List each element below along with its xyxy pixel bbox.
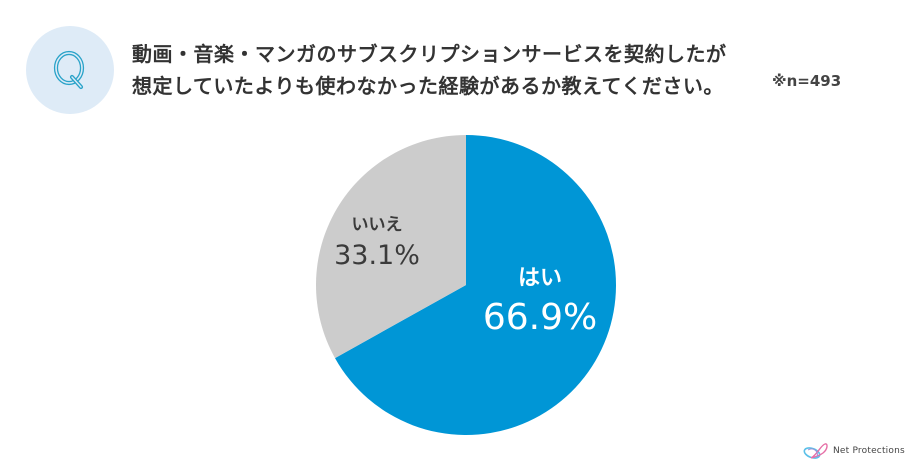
pie-slice-no [315,135,466,359]
sample-size: ※n=493 [772,72,842,90]
slice-label-no: いいえ 33.1% [322,214,432,276]
net-protections-logo-icon [803,443,828,459]
brand-logo-text: Net Protections [833,446,905,456]
slice-label-yes-percent: 66.9% [482,297,598,338]
slice-label-yes: はい 66.9% [470,264,610,342]
brand-logo: Net Protections [803,441,905,461]
slice-label-no-percent: 33.1% [334,240,420,271]
pie-slice-yes [335,135,616,435]
q-letter-icon [53,50,85,90]
question-line-1: 動画・音楽・マンガのサブスクリプションサービスを契約したが [132,42,727,66]
slice-label-no-name: いいえ [351,215,403,235]
question-title: 動画・音楽・マンガのサブスクリプションサービスを契約したが 想定していたよりも使… [132,38,727,102]
slice-label-yes-name: はい [517,266,562,291]
question-line-2: 想定していたよりも使わなかった経験があるか教えてください。 [132,74,724,98]
question-badge [26,26,114,114]
pie-slices [315,135,616,435]
